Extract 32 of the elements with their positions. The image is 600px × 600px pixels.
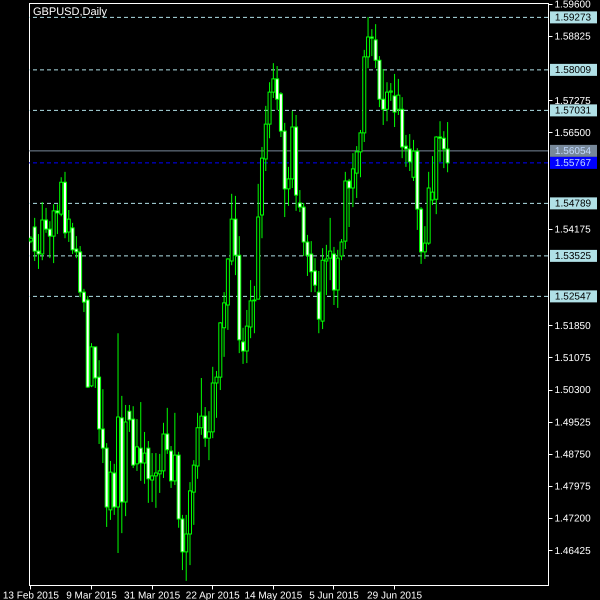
y-tick-label: 1.51075 [554,352,592,364]
y-tick-label: 1.47200 [554,514,592,525]
y-tick-label: 1.48750 [554,449,592,460]
candlestick [392,73,397,128]
candlestick [142,431,147,484]
ref-line-label: 1.52547 [554,291,592,302]
y-tick-label: 1.49525 [554,417,592,428]
y-tick-label: 1.57275 [554,96,592,107]
y-tick-label: 1.54175 [554,224,592,236]
ref-line-label: 1.56054 [554,146,592,157]
y-tick-label: 1.50300 [554,385,592,396]
ref-line-label: 1.53525 [554,250,592,262]
x-tick-label: 9 Mar 2015 [66,590,118,600]
x-tick-label: 29 Jun 2015 [367,590,423,600]
chart-title: GBPUSD,Daily [33,6,108,18]
y-tick-label: 1.59600 [554,0,592,10]
candlestick [446,122,450,173]
y-tick-label: 1.51850 [554,320,592,332]
x-tick-label: 31 Mar 2015 [124,590,181,600]
ref-line-label: 1.54789 [554,198,592,210]
y-tick-label: 1.46425 [554,546,592,557]
y-tick-label: 1.47975 [554,482,592,493]
y-tick-label: 1.58825 [554,31,592,42]
ref-line-label: 1.58009 [554,64,592,76]
candlestick [138,402,143,482]
y-tick-label: 1.56500 [554,128,592,139]
ref-line-label: 1.59273 [554,12,592,24]
ref-line-label: 1.55767 [554,158,592,169]
x-tick-label: 5 Jun 2015 [309,590,360,600]
ref-line-label: 1.57031 [554,105,592,116]
x-tick-label: 13 Feb 2015 [2,590,60,600]
candlestick [154,452,158,508]
